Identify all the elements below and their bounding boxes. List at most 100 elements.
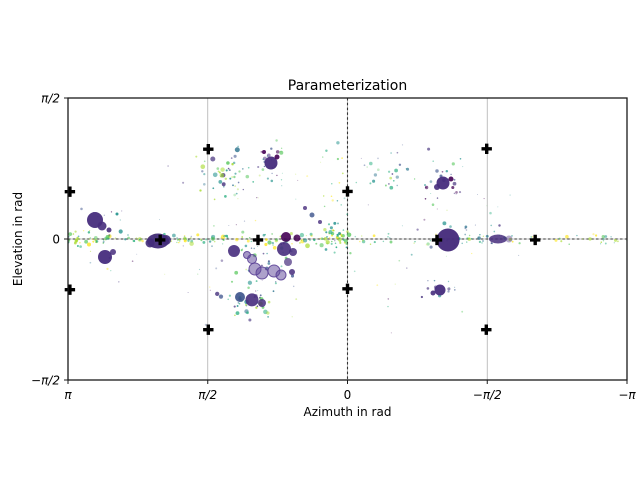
scatter-blob <box>228 245 240 257</box>
scatter-point <box>242 188 245 191</box>
scatter-point <box>178 238 181 241</box>
scatter-point <box>394 283 396 285</box>
scatter-point <box>600 241 603 243</box>
scatter-point <box>235 311 240 316</box>
scatter-blob <box>430 290 436 296</box>
scatter-point <box>72 233 75 235</box>
scatter-point <box>369 243 372 245</box>
scatter-point <box>222 239 225 242</box>
scatter-point <box>237 181 240 184</box>
scatter-point <box>266 177 269 180</box>
scatter-point <box>216 167 220 170</box>
scatter-point <box>257 290 259 292</box>
scatter-point <box>264 242 268 247</box>
scatter-point <box>204 323 207 326</box>
scatter-point <box>329 226 333 230</box>
scatter-point <box>79 241 81 244</box>
scatter-point <box>369 182 372 185</box>
scatter-blob <box>284 258 292 266</box>
scatter-point <box>554 238 558 242</box>
scatter-point <box>106 267 109 270</box>
scatter-point <box>218 180 223 184</box>
plus-marker <box>252 234 264 246</box>
scatter-point <box>266 311 270 315</box>
scatter-point <box>124 238 127 241</box>
scatter-point <box>372 179 376 183</box>
scatter-blob <box>434 284 446 296</box>
scatter-point <box>336 157 340 161</box>
scatter-point <box>368 161 373 166</box>
scatter-point <box>102 242 105 244</box>
scatter-point <box>325 149 328 152</box>
scatter-point <box>231 163 234 165</box>
scatter-point <box>245 237 248 240</box>
scatter-point <box>87 231 91 234</box>
scatter-point <box>458 191 462 194</box>
scatter-point <box>222 185 225 188</box>
scatter-point <box>390 152 392 154</box>
scatter-point <box>62 232 65 235</box>
scatter-point <box>447 290 450 293</box>
scatter-point <box>74 230 77 233</box>
scatter-point <box>131 260 134 263</box>
scatter-point <box>118 281 120 283</box>
scatter-point <box>485 234 489 238</box>
scatter-point <box>322 195 325 197</box>
plus-marker <box>155 234 166 246</box>
scatter-point <box>262 252 265 255</box>
plus-marker <box>342 283 353 294</box>
scatter-point <box>331 240 333 243</box>
scatter-point <box>212 187 215 190</box>
scatter-point <box>92 240 95 243</box>
scatter-point <box>299 232 305 238</box>
scatter-point <box>245 174 250 179</box>
scatter-point <box>233 154 237 158</box>
scatter-point <box>387 305 389 308</box>
scatter-point <box>319 243 324 248</box>
scatter-point <box>389 185 394 190</box>
scatter-point <box>167 165 169 167</box>
scatter-point <box>340 204 342 206</box>
scatter-point <box>210 156 216 162</box>
scatter-point <box>326 236 328 238</box>
scatter-point <box>358 240 361 243</box>
scatter-point <box>228 294 232 297</box>
scatter-point <box>464 233 467 236</box>
scatter-point <box>309 232 313 236</box>
scatter-point <box>280 265 283 268</box>
scatter-point <box>158 219 161 221</box>
scatter-blob <box>264 156 278 170</box>
scatter-point <box>319 237 321 240</box>
scatter-blob <box>448 176 454 182</box>
scatter-point <box>176 238 179 241</box>
scatter-point <box>234 147 240 153</box>
scatter-point <box>336 141 340 145</box>
scatter-point <box>272 290 275 293</box>
scatter-point <box>298 241 301 244</box>
scatter-point <box>595 234 598 237</box>
scatter-point <box>335 246 338 249</box>
scatter-point <box>119 219 121 221</box>
scatter-point <box>203 173 206 176</box>
scatter-point <box>76 245 79 247</box>
scatter-point <box>105 234 110 239</box>
scatter-point <box>241 248 244 250</box>
scatter-point <box>238 170 241 173</box>
scatter-point <box>245 303 247 306</box>
scatter-point <box>187 291 189 294</box>
scatter-point <box>353 270 356 273</box>
scatter-point <box>235 237 239 242</box>
scatter-point <box>322 156 324 158</box>
scatter-point <box>459 158 462 160</box>
scatter-point <box>200 239 203 242</box>
scatter-point <box>127 234 129 236</box>
scatter-point <box>254 219 257 222</box>
scatter-point <box>289 232 293 236</box>
scatter-point <box>178 241 180 244</box>
scatter-point <box>387 170 391 173</box>
scatter-point <box>424 185 429 190</box>
scatter-point <box>429 180 433 183</box>
scatter-point <box>89 261 92 264</box>
scatter-point <box>464 225 468 229</box>
scatter-point <box>199 189 202 192</box>
